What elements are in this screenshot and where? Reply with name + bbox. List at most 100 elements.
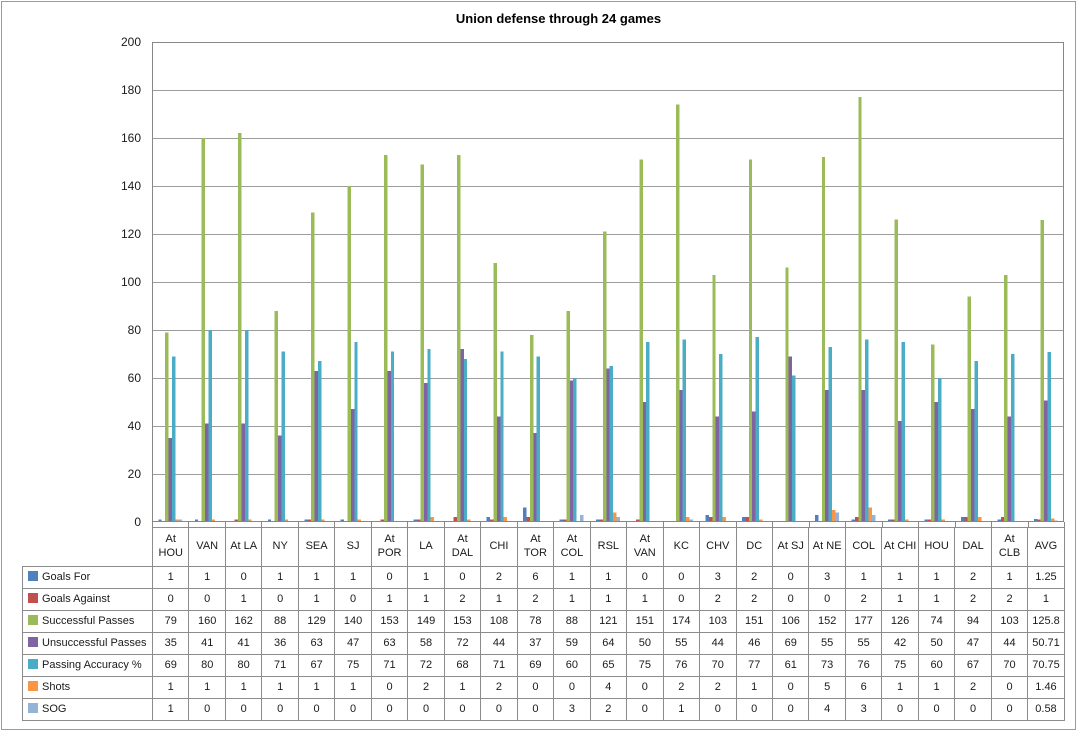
series-label: Unsuccessful Passes bbox=[42, 637, 147, 649]
legend-swatch-icon bbox=[28, 637, 38, 647]
table-cell: 42 bbox=[881, 632, 919, 655]
bar bbox=[390, 351, 395, 522]
bar bbox=[211, 519, 216, 522]
series-label: Successful Passes bbox=[42, 615, 135, 627]
bar bbox=[722, 517, 726, 522]
bar-chart-plot: 0 20 40 60 80 100 120 140 160 180 200 bbox=[121, 35, 1065, 529]
table-cell: 47 bbox=[954, 632, 992, 655]
bar bbox=[708, 517, 713, 522]
table-cell: 1 bbox=[297, 566, 336, 589]
table-cell: 50 bbox=[626, 632, 664, 655]
table-cell: 0 bbox=[553, 676, 591, 699]
table-cell: 71 bbox=[261, 654, 299, 677]
table-cell: 0 bbox=[151, 588, 190, 611]
bar bbox=[430, 517, 435, 522]
table-cell: 88 bbox=[261, 610, 299, 633]
table-cell: 6 bbox=[844, 676, 883, 699]
bar bbox=[500, 351, 504, 522]
table-corner-cell bbox=[23, 528, 153, 567]
table-cell: 1 bbox=[297, 676, 336, 699]
bar bbox=[891, 519, 895, 522]
table-cell: 106 bbox=[771, 610, 810, 633]
bar bbox=[924, 519, 928, 522]
bar bbox=[596, 519, 600, 522]
bar bbox=[825, 390, 829, 522]
bar bbox=[453, 517, 457, 522]
table-cell: 2 bbox=[699, 676, 737, 699]
table-cell: 0 bbox=[699, 698, 737, 721]
bar bbox=[682, 339, 687, 522]
column-header-sj: SJ bbox=[334, 527, 372, 567]
table-cell: 69 bbox=[151, 654, 190, 677]
bar bbox=[894, 219, 899, 522]
bar bbox=[413, 519, 418, 522]
table-cell: 153 bbox=[370, 610, 409, 633]
table-cell: 162 bbox=[224, 610, 263, 633]
table-cell: 0 bbox=[771, 698, 810, 721]
bar bbox=[384, 154, 388, 523]
table-cell: 153 bbox=[443, 610, 482, 633]
table-cell: 60 bbox=[917, 654, 956, 677]
bar bbox=[417, 519, 421, 522]
bar bbox=[248, 519, 252, 522]
table-cell: 55 bbox=[808, 632, 846, 655]
table-cell: 1 bbox=[261, 676, 299, 699]
bar bbox=[244, 330, 249, 522]
table-cell: 0 bbox=[771, 676, 810, 699]
table-cell: 3 bbox=[844, 698, 883, 721]
bar bbox=[1033, 519, 1038, 522]
table-cell: 140 bbox=[334, 610, 372, 633]
bar bbox=[1044, 400, 1048, 522]
bar bbox=[307, 519, 312, 522]
table-cell: 125.8 bbox=[1027, 610, 1065, 633]
bar bbox=[205, 423, 209, 522]
table-cell: 75 bbox=[626, 654, 664, 677]
table-cell: 75 bbox=[881, 654, 919, 677]
series-label: Passing Accuracy % bbox=[42, 659, 142, 671]
table-cell: 0 bbox=[771, 566, 810, 589]
table-cell: 121 bbox=[589, 610, 628, 633]
bar bbox=[354, 342, 358, 522]
series-label-cell: Goals Against bbox=[22, 588, 153, 611]
bar bbox=[868, 507, 872, 522]
table-cell: 177 bbox=[844, 610, 883, 633]
table-cell: 1 bbox=[188, 566, 226, 589]
table-row-successful-passes: Successful Passes 79 160 162 88 129 140 153 149 1… bbox=[22, 610, 1065, 633]
table-cell: 73 bbox=[808, 654, 846, 677]
bar bbox=[689, 519, 693, 522]
bar bbox=[642, 402, 647, 522]
bar bbox=[792, 375, 796, 522]
bar bbox=[941, 519, 945, 522]
table-cell: 63 bbox=[297, 632, 336, 655]
series-label: Goals For bbox=[42, 571, 91, 583]
table-cell: 0 bbox=[990, 676, 1029, 699]
bar bbox=[705, 514, 709, 522]
table-cell: 1 bbox=[261, 566, 299, 589]
column-header-at-van: At VAN bbox=[626, 527, 664, 567]
table-row-shots: Shots 1 1 1 1 1 1 0 2 1 2 0 0 4 0 2 2 1 0 5 6 1 1 2 0 1.46 bbox=[22, 676, 1065, 699]
bar bbox=[901, 342, 905, 522]
bar bbox=[934, 402, 939, 522]
table-cell: 0 bbox=[370, 698, 409, 721]
bar bbox=[420, 164, 424, 522]
bar bbox=[234, 519, 239, 522]
bar bbox=[284, 519, 289, 522]
bar bbox=[931, 344, 935, 522]
table-cell: 78 bbox=[516, 610, 555, 633]
table-cell: 1 bbox=[370, 588, 409, 611]
column-header-at-dal: At DAL bbox=[443, 527, 482, 567]
series-label-cell: Successful Passes bbox=[22, 610, 153, 633]
table-cell: 1 bbox=[151, 676, 190, 699]
table-cell: 0 bbox=[480, 698, 518, 721]
bar bbox=[427, 349, 431, 522]
series-label-cell: Shots bbox=[22, 676, 153, 699]
bar bbox=[865, 339, 869, 522]
table-cell: 0 bbox=[224, 566, 263, 589]
table-cell: 76 bbox=[844, 654, 883, 677]
bar bbox=[178, 519, 183, 522]
table-cell: 61 bbox=[771, 654, 810, 677]
bar bbox=[974, 361, 978, 522]
table-cell: 77 bbox=[735, 654, 773, 677]
table-cell: 1 bbox=[151, 566, 190, 589]
table-header-row: At HOU VAN At LA NY SEA SJ At POR LA At DAL CHI At… bbox=[23, 527, 1065, 567]
